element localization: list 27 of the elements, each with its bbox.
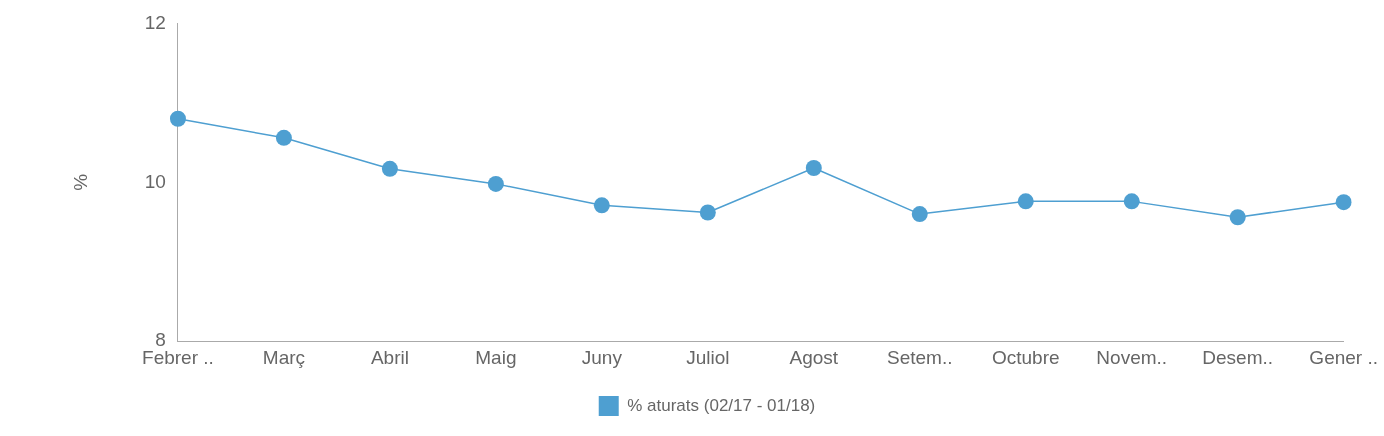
point	[805, 160, 822, 176]
legend-label: % aturats (02/17 - 01/18)	[627, 395, 816, 415]
point	[911, 206, 928, 223]
point	[487, 175, 504, 192]
x-tick-label: Novem..	[1096, 346, 1168, 368]
x-tick-label: Juliol	[686, 346, 730, 368]
point	[275, 129, 292, 146]
point	[1123, 193, 1140, 210]
x-tick-label: Gener ..	[1309, 346, 1379, 368]
x-tick-label: Maig	[475, 346, 517, 368]
point	[1229, 209, 1246, 226]
x-tick-label: Desem..	[1202, 346, 1274, 368]
point	[1335, 194, 1352, 211]
x-tick-label: Setem..	[887, 346, 953, 368]
y-tick-label: 12	[144, 11, 166, 33]
point	[699, 204, 716, 221]
x-tick-label: Octubre	[991, 346, 1060, 368]
point	[169, 110, 186, 127]
x-tick-label: Agost	[789, 346, 839, 368]
y-axis-title: %	[69, 173, 91, 191]
x-tick-label: Març	[262, 346, 306, 368]
point	[381, 160, 398, 177]
x-tick-label: Juny	[581, 346, 623, 368]
point	[1017, 193, 1034, 210]
y-tick-label: 10	[144, 170, 166, 192]
point	[593, 197, 610, 214]
x-tick-label: Abril	[370, 346, 409, 368]
